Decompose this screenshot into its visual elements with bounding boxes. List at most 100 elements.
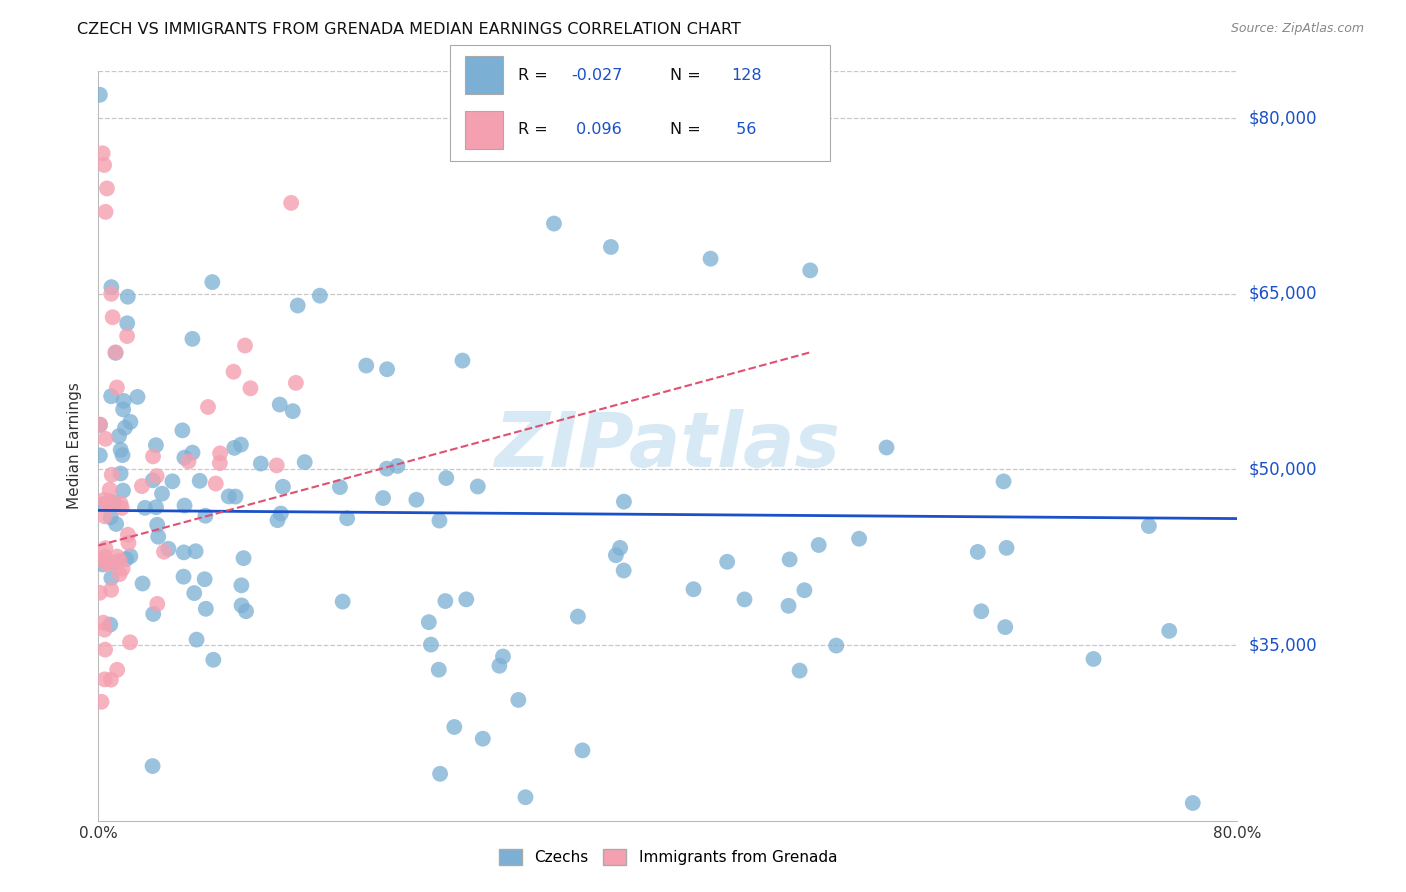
Point	[269, 398, 291, 412]
Point	[508, 693, 530, 707]
Point	[162, 475, 184, 489]
Point	[142, 473, 165, 487]
Text: -0.027: -0.027	[571, 68, 623, 83]
Point	[778, 599, 800, 613]
Text: 0.096: 0.096	[571, 122, 621, 137]
Point	[201, 275, 224, 289]
Point	[208, 456, 231, 470]
Point	[232, 551, 254, 566]
Point	[100, 467, 122, 482]
Point	[93, 673, 115, 687]
Point	[467, 479, 489, 493]
Point	[287, 298, 309, 313]
Point	[110, 442, 132, 457]
Point	[515, 790, 537, 805]
Point	[609, 541, 631, 555]
Point	[157, 541, 180, 556]
Point	[148, 530, 170, 544]
Point	[108, 567, 131, 582]
Point	[115, 316, 138, 330]
Point	[150, 486, 173, 500]
Point	[825, 639, 848, 653]
Point	[281, 404, 304, 418]
Point	[229, 437, 252, 451]
Point	[110, 497, 132, 511]
Point	[93, 158, 115, 172]
Point	[89, 417, 111, 432]
Point	[204, 476, 226, 491]
Point	[682, 582, 704, 597]
Point	[94, 432, 117, 446]
Point	[117, 536, 139, 550]
Point	[98, 555, 121, 569]
Point	[471, 731, 494, 746]
Point	[202, 653, 225, 667]
FancyBboxPatch shape	[465, 56, 503, 95]
Point	[332, 594, 354, 608]
Text: N =: N =	[671, 68, 706, 83]
Point	[172, 423, 194, 437]
Point	[145, 469, 167, 483]
Point	[375, 362, 398, 376]
Point	[94, 541, 117, 556]
Point	[1181, 796, 1204, 810]
Point	[101, 310, 124, 325]
Point	[96, 181, 118, 195]
Point	[194, 508, 217, 523]
Point	[117, 527, 139, 541]
Point	[429, 767, 451, 781]
Point	[145, 500, 167, 515]
Point	[1083, 652, 1105, 666]
Point	[100, 510, 122, 524]
FancyBboxPatch shape	[465, 111, 503, 149]
Point	[127, 390, 149, 404]
Point	[222, 365, 245, 379]
Text: $35,000: $35,000	[1249, 636, 1317, 654]
Point	[605, 548, 627, 562]
Point	[492, 649, 515, 664]
Point	[98, 617, 121, 632]
Point	[571, 743, 593, 757]
Point	[231, 599, 253, 613]
Point	[734, 592, 756, 607]
Text: Source: ZipAtlas.com: Source: ZipAtlas.com	[1230, 22, 1364, 36]
Point	[271, 480, 294, 494]
Point	[183, 586, 205, 600]
Point	[249, 457, 271, 471]
Point	[94, 642, 117, 657]
Point	[188, 474, 211, 488]
Point	[194, 572, 217, 586]
Point	[115, 552, 138, 566]
Point	[789, 664, 811, 678]
Point	[600, 240, 623, 254]
Point	[89, 448, 111, 462]
Point	[108, 429, 131, 443]
Point	[779, 552, 801, 566]
Point	[427, 663, 450, 677]
Point	[104, 556, 127, 570]
Point	[420, 638, 443, 652]
Point	[120, 415, 142, 429]
Point	[434, 594, 457, 608]
Point	[94, 549, 117, 564]
Point	[443, 720, 465, 734]
Text: 128: 128	[731, 68, 762, 83]
Point	[111, 500, 134, 515]
FancyBboxPatch shape	[450, 45, 830, 161]
Point	[716, 555, 738, 569]
Point	[970, 604, 993, 618]
Point	[613, 494, 636, 508]
Point	[114, 421, 136, 435]
Text: $80,000: $80,000	[1249, 109, 1317, 128]
Point	[105, 549, 128, 564]
Point	[543, 217, 565, 231]
Point	[270, 507, 292, 521]
Point	[112, 393, 135, 408]
Text: 56: 56	[731, 122, 756, 137]
Point	[799, 263, 821, 277]
Point	[108, 554, 131, 568]
Point	[239, 381, 262, 395]
Point	[134, 500, 156, 515]
Point	[173, 545, 195, 559]
Point	[336, 511, 359, 525]
